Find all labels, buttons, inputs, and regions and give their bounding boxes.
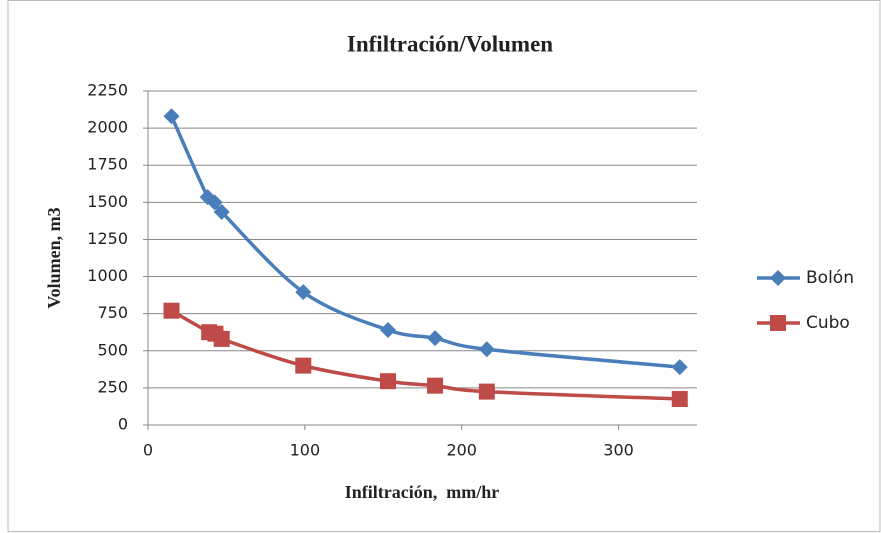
x-tick-label: 100 [290,441,321,460]
y-tick-label: 2000 [87,118,128,137]
y-tick-label: 500 [97,340,128,359]
data-point [213,330,230,347]
chart-frame [7,0,881,532]
y-axis-label: Volumen, m3 [44,207,64,308]
chart-title: Infiltración/Volumen [347,31,553,56]
x-tick-label: 300 [603,441,634,460]
data-point [478,383,495,400]
x-tick-label: 0 [143,441,153,460]
y-tick-label: 0 [118,415,128,434]
y-tick-label: 750 [97,303,128,322]
y-tick-label: 1250 [87,229,128,248]
data-point [295,284,312,301]
y-tick-label: 1500 [87,192,128,211]
data-point [427,377,444,394]
data-point [379,321,396,338]
legend-marker [770,270,786,286]
y-tick-label: 2250 [87,81,128,100]
data-point [379,373,396,390]
data-point [163,302,180,319]
data-point [206,194,223,211]
y-tick-label: 250 [97,377,128,396]
legend-marker [770,315,786,331]
data-point [213,203,230,220]
x-axis-label: Infiltración, mm/hr [345,482,500,502]
legend-label: Cubo [806,313,850,333]
data-point [295,357,312,374]
data-point [478,341,495,358]
data-point [163,108,180,125]
x-tick-label: 200 [446,441,477,460]
data-point [671,391,688,408]
data-point [427,330,444,347]
y-tick-label: 1750 [87,155,128,174]
legend-label: Bolón [806,268,854,288]
y-tick-label: 1000 [87,266,128,285]
data-point [671,359,688,376]
